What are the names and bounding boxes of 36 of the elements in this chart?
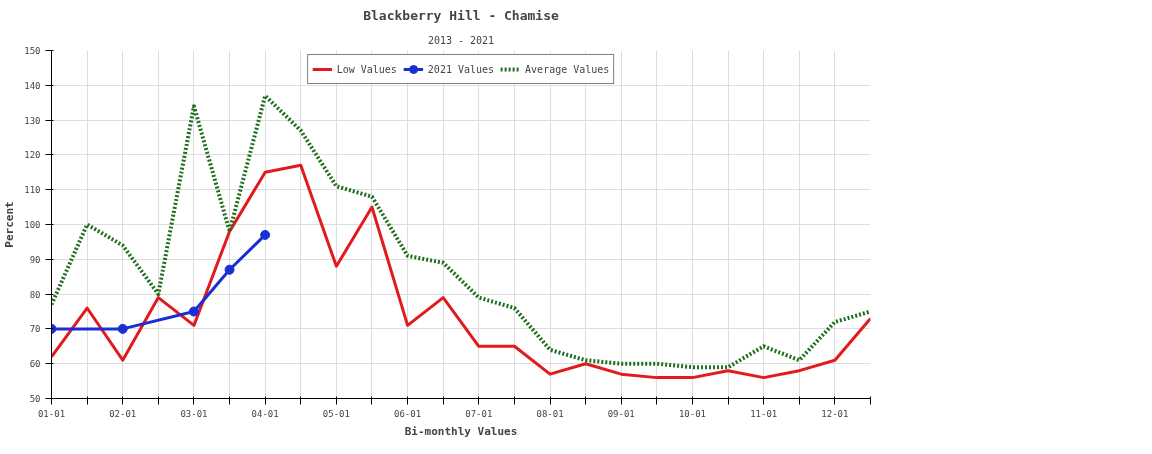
x-tick-label: 05-01	[322, 408, 350, 419]
point	[188, 306, 199, 317]
x-tick-label: 04-01	[251, 408, 279, 419]
y-axis-title: Percent	[3, 201, 17, 248]
x-tick-label: 09-01	[607, 408, 635, 419]
x-tick-label: 02-01	[109, 408, 137, 419]
legend-label: Low Values	[336, 63, 397, 75]
point	[224, 264, 235, 275]
x-tick-label: 08-01	[536, 408, 564, 419]
point	[260, 229, 271, 240]
x-tick-label: 01-01	[37, 408, 66, 419]
y-tick-label: 80	[29, 289, 41, 300]
x-axis-title: Bi-monthly Values	[404, 424, 518, 438]
line-series	[51, 93, 871, 370]
legend-label: 2021 Values	[427, 63, 495, 75]
y-tick-label: 110	[24, 185, 41, 196]
x-tick-label: 07-01	[465, 408, 493, 419]
y-tick-label: 90	[29, 254, 41, 265]
point	[117, 323, 128, 334]
line-series	[51, 163, 871, 380]
x-tick-label: 03-01	[180, 408, 208, 419]
y-tick-label: 140	[24, 80, 41, 91]
y-tick-label: 50	[29, 394, 41, 404]
y-tick-label: 150	[24, 46, 41, 56]
y-tick-label: 130	[24, 115, 41, 126]
y-tick-label: 60	[29, 359, 41, 370]
chart-title: Blackberry Hill - Chamise	[363, 7, 560, 23]
x-tick-label: 11-01	[750, 408, 778, 419]
y-tick-label: 70	[29, 324, 41, 335]
chart-subtitle: 2013 - 2021	[427, 34, 495, 46]
x-tick-label: 12-01	[821, 408, 849, 419]
y-tick-label: 100	[24, 220, 41, 230]
x-tick-label: 10-01	[678, 408, 706, 419]
x-tick-label: 06-01	[394, 408, 422, 419]
y-tick-label: 120	[24, 150, 41, 161]
legend-label: Average Values	[525, 63, 610, 75]
